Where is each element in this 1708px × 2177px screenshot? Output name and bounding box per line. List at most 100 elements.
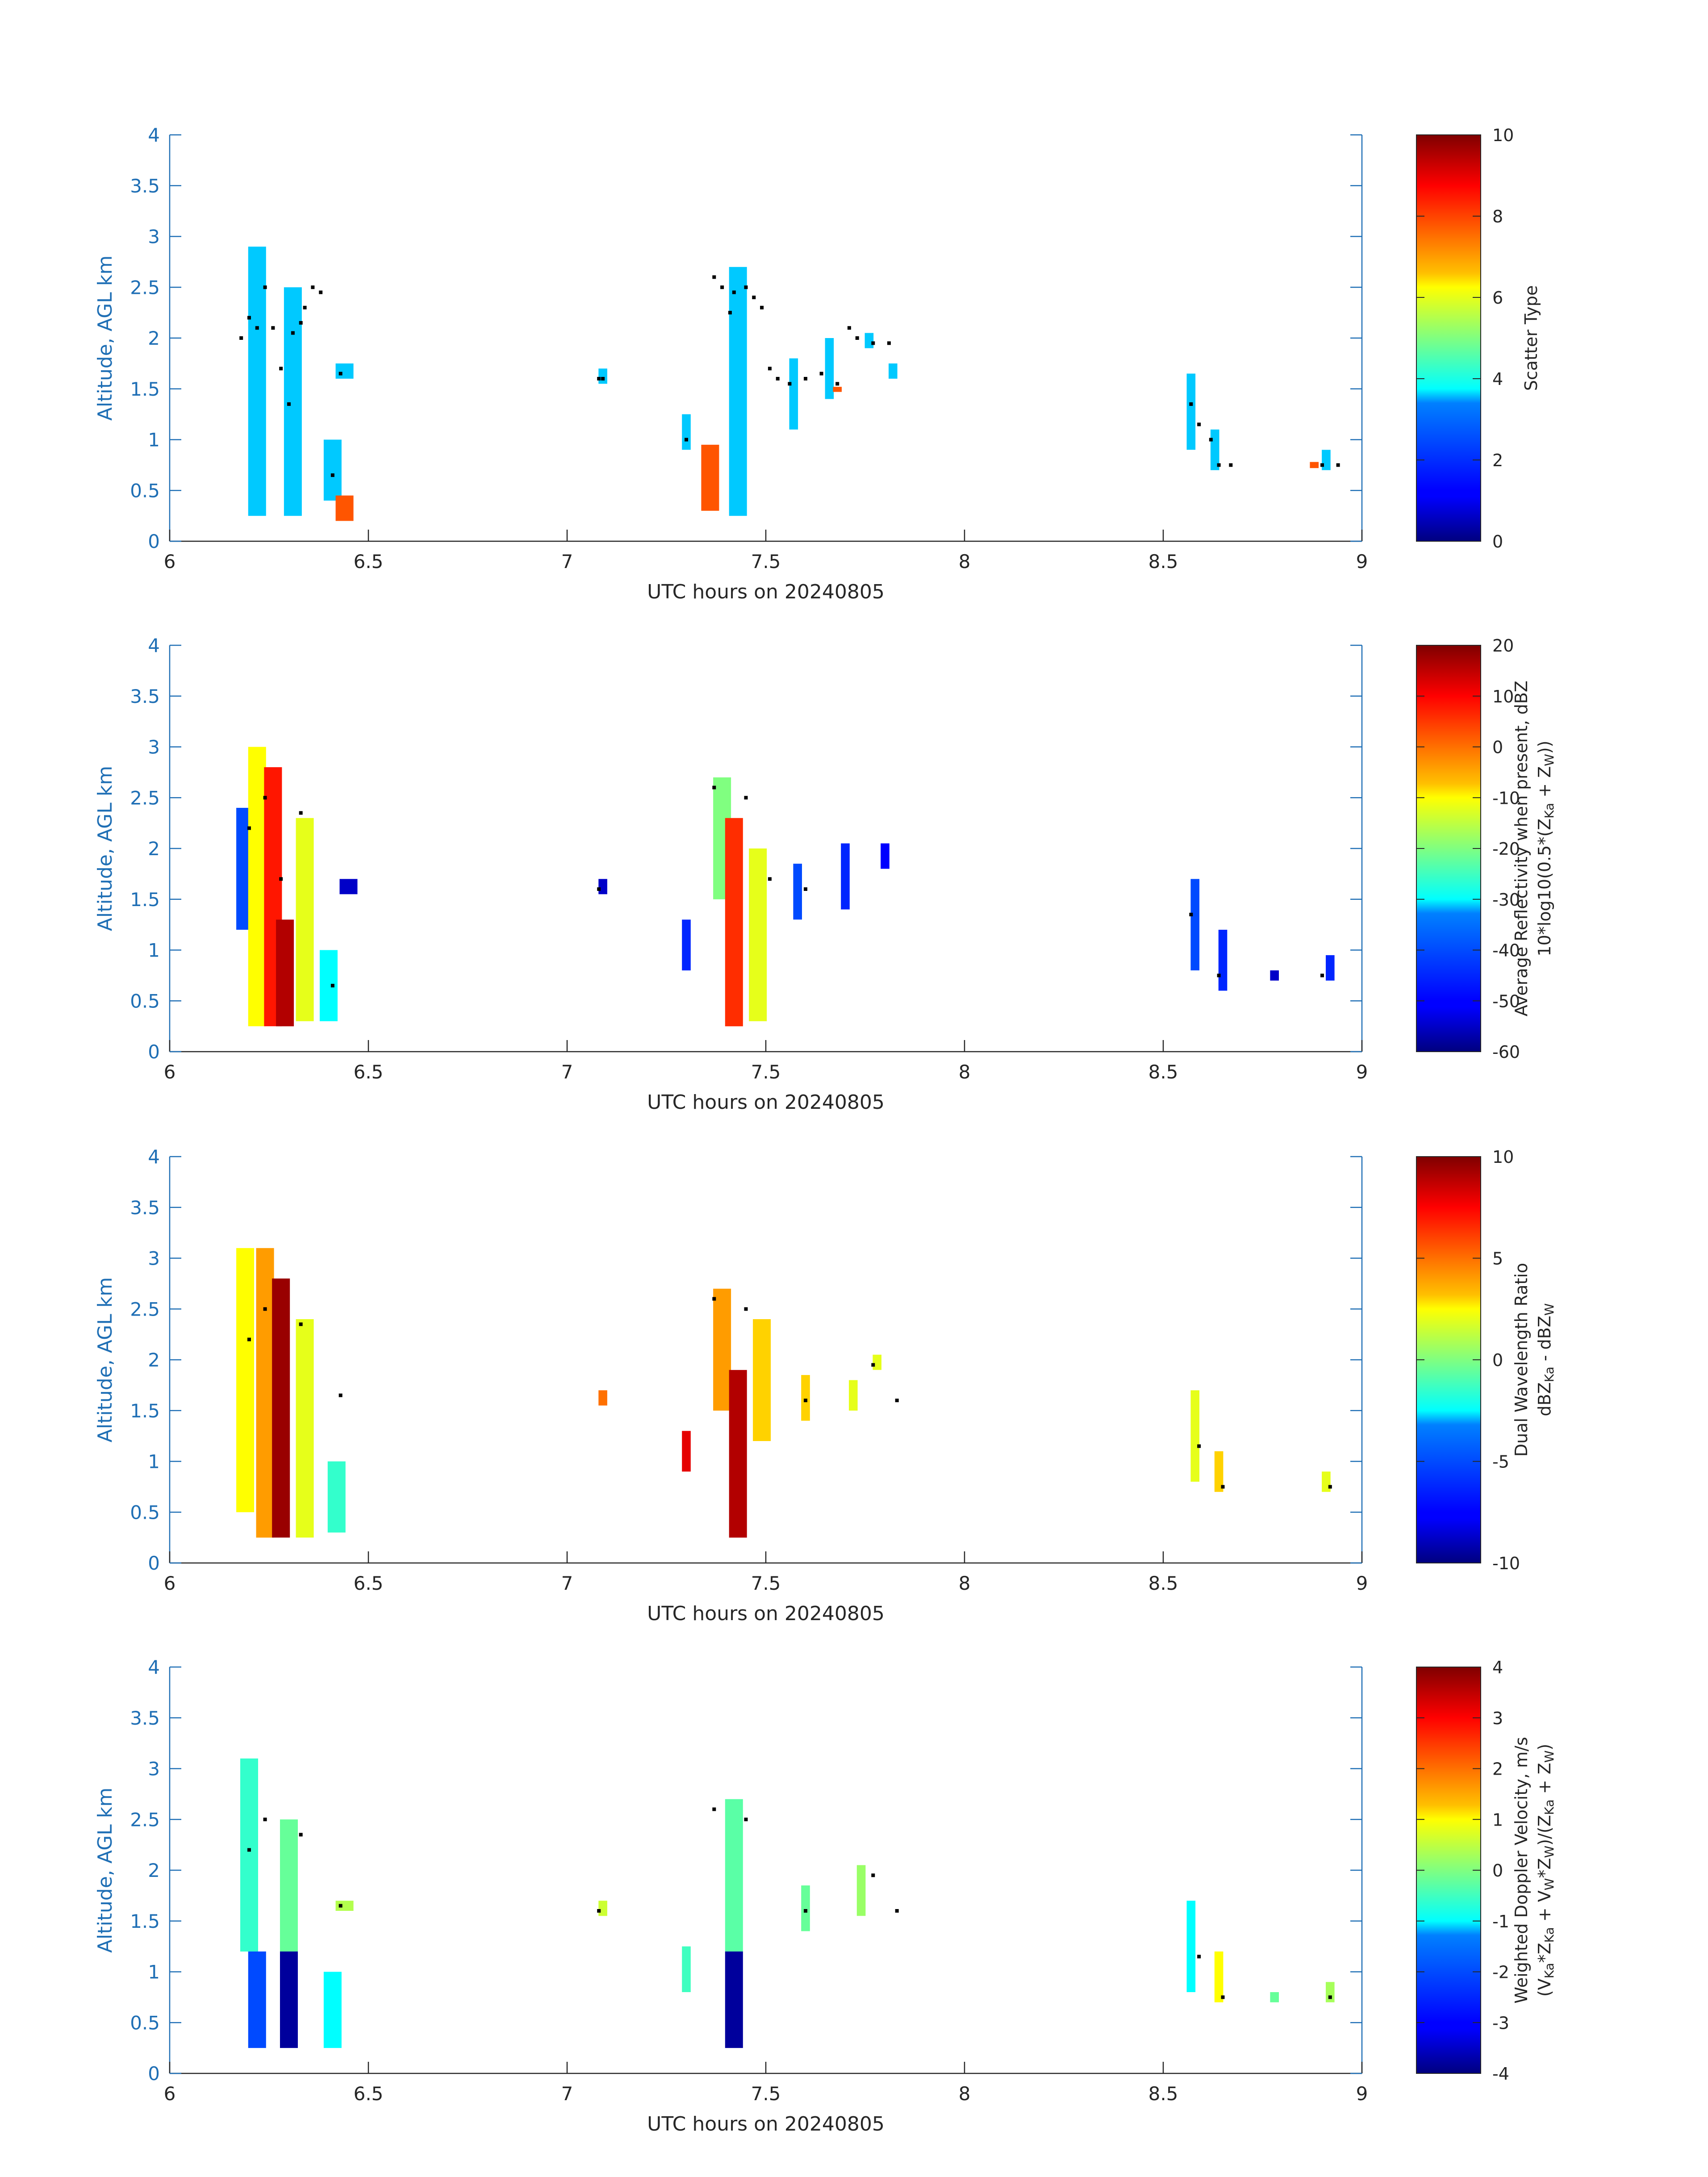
y-tick-label: 1.5 xyxy=(130,378,160,400)
heatmap-cell xyxy=(248,747,266,1027)
heatmap-cell xyxy=(841,843,850,910)
y-tick-label: 3 xyxy=(148,1248,160,1270)
x-tick-label: 9 xyxy=(1356,1061,1368,1083)
y-tick-label: 3 xyxy=(148,736,160,758)
x-tick-label: 9 xyxy=(1356,2083,1368,2105)
data-point xyxy=(271,326,275,330)
colorbar-tick-label: 20 xyxy=(1492,636,1514,656)
x-tick-label: 6.5 xyxy=(354,1061,384,1083)
data-point xyxy=(776,377,780,380)
y-tick-label: 1.5 xyxy=(130,1910,160,1932)
heatmap-cell xyxy=(729,267,747,516)
colorbar-tick-label: -3 xyxy=(1492,2013,1509,2033)
heatmap-cell xyxy=(713,1288,731,1411)
y-tick-label: 3.5 xyxy=(130,1197,160,1219)
colorbar-label: Weighted Doppler Velocity, m/s xyxy=(1512,1737,1531,2003)
heatmap-cell xyxy=(873,1354,881,1370)
data-point xyxy=(303,305,307,309)
data-point xyxy=(871,1873,875,1877)
colorbar-tick-label: -50 xyxy=(1492,991,1520,1011)
panel-1: 6 6.5 7 7.5 8 8.5 9 0 0.5 1 1.5 2 2.5 3 3.5 4 UTC hours … xyxy=(94,124,1541,603)
colorbar-gradient xyxy=(1416,645,1481,1052)
y-tick-label: 2.5 xyxy=(130,1809,160,1830)
y-axis-label: Altitude, AGL km xyxy=(94,255,117,421)
colorbar-tick-label: 0 xyxy=(1492,738,1503,757)
heatmap-cell xyxy=(793,864,802,920)
colorbar-label: 10*log10(0.5*(ZKa + ZW)) xyxy=(1535,740,1557,956)
data-point xyxy=(871,341,875,345)
colorbar-label: Average Reflectivity when present, dBZ xyxy=(1512,681,1531,1016)
x-tick-label: 7.5 xyxy=(751,2083,781,2105)
colorbar-tick-label: 1 xyxy=(1492,1810,1503,1830)
data-point xyxy=(720,285,724,289)
y-tick-label: 3 xyxy=(148,1758,160,1780)
y-tick-label: 0.5 xyxy=(130,480,160,501)
x-tick-label: 7.5 xyxy=(751,1061,781,1083)
data-point xyxy=(1209,438,1213,442)
y-tick-label: 1 xyxy=(148,1451,160,1473)
heatmap-cell xyxy=(284,287,302,516)
colorbar: 0 2 4 6 8 10 Scatter Type xyxy=(1416,125,1541,552)
heatmap-cell xyxy=(1326,1982,1335,2002)
data-point xyxy=(804,1909,807,1913)
colorbar-gradient xyxy=(1416,134,1481,542)
data-point xyxy=(255,326,259,330)
colorbar-gradient xyxy=(1416,1667,1481,2074)
marker-points xyxy=(247,1297,1332,1489)
data-point xyxy=(299,321,303,325)
data-point xyxy=(744,1818,748,1822)
y-tick-label: 1 xyxy=(148,1961,160,1983)
colorbar-tick-label: 0 xyxy=(1492,1350,1503,1370)
heatmap-cell xyxy=(236,1248,255,1513)
y-tick-label: 1.5 xyxy=(130,1400,160,1422)
heatmap-cell xyxy=(833,387,842,392)
y-tick-label: 2.5 xyxy=(130,1298,160,1320)
colorbar-tick-label: 6 xyxy=(1492,288,1503,308)
x-tick-label: 8 xyxy=(959,551,971,572)
x-tick-label: 8 xyxy=(959,1061,971,1083)
y-tick-label: 2.5 xyxy=(130,276,160,298)
data-point xyxy=(597,887,601,891)
data-point xyxy=(1221,1485,1225,1489)
heatmap-cell xyxy=(323,439,342,501)
heatmap-cell xyxy=(701,444,719,511)
heatmap-cells xyxy=(248,247,1331,521)
data-point xyxy=(804,1399,807,1402)
y-axis-label: Altitude, AGL km xyxy=(94,766,117,931)
heatmap-cell xyxy=(682,919,691,971)
panel-2: 6 6.5 7 7.5 8 8.5 9 0 0.5 1 1.5 2 2.5 3 3.5 4 UTC hours … xyxy=(94,635,1557,1114)
x-tick-label: 8.5 xyxy=(1148,1061,1178,1083)
heatmap-cell xyxy=(682,1946,691,1992)
heatmap-cell xyxy=(1218,930,1228,991)
data-point xyxy=(597,1909,601,1913)
panel-3: 6 6.5 7 7.5 8 8.5 9 0 0.5 1 1.5 2 2.5 3 3.5 4 UTC hours … xyxy=(94,1146,1557,1625)
heatmap-cell xyxy=(725,1951,743,2048)
heatmap-cell xyxy=(240,1758,258,1952)
data-point xyxy=(1229,463,1233,467)
heatmap-cell xyxy=(272,1279,290,1538)
heatmap-cell xyxy=(1270,1992,1279,2002)
y-tick-label: 4 xyxy=(148,1656,160,1678)
heatmap-cell xyxy=(598,1390,607,1406)
colorbar-label: Scatter Type xyxy=(1521,285,1541,391)
colorbar-tick-label: 10 xyxy=(1492,125,1514,145)
data-point xyxy=(788,382,792,386)
data-point xyxy=(1328,1485,1332,1489)
heatmap-cell xyxy=(1190,879,1199,970)
data-point xyxy=(247,1337,251,1341)
data-point xyxy=(338,1393,342,1397)
data-point xyxy=(712,786,716,790)
y-tick-label: 1.5 xyxy=(130,889,160,911)
x-tick-label: 8.5 xyxy=(1148,1572,1178,1594)
data-point xyxy=(732,290,736,294)
colorbar: -10 -5 0 5 10 Dual Wavelength Ratio dBZKa - dB… xyxy=(1416,1147,1557,1573)
heatmap-cell xyxy=(725,1799,743,1952)
y-tick-label: 0.5 xyxy=(130,1501,160,1523)
colorbar-tick-label: 10 xyxy=(1492,1147,1514,1167)
data-point xyxy=(263,1307,267,1311)
heatmap-cells xyxy=(240,1758,1335,2048)
y-tick-label: 2 xyxy=(148,838,160,860)
data-point xyxy=(247,1848,251,1852)
x-tick-label: 7 xyxy=(561,2083,573,2105)
colorbar-tick-label: 8 xyxy=(1492,207,1503,226)
